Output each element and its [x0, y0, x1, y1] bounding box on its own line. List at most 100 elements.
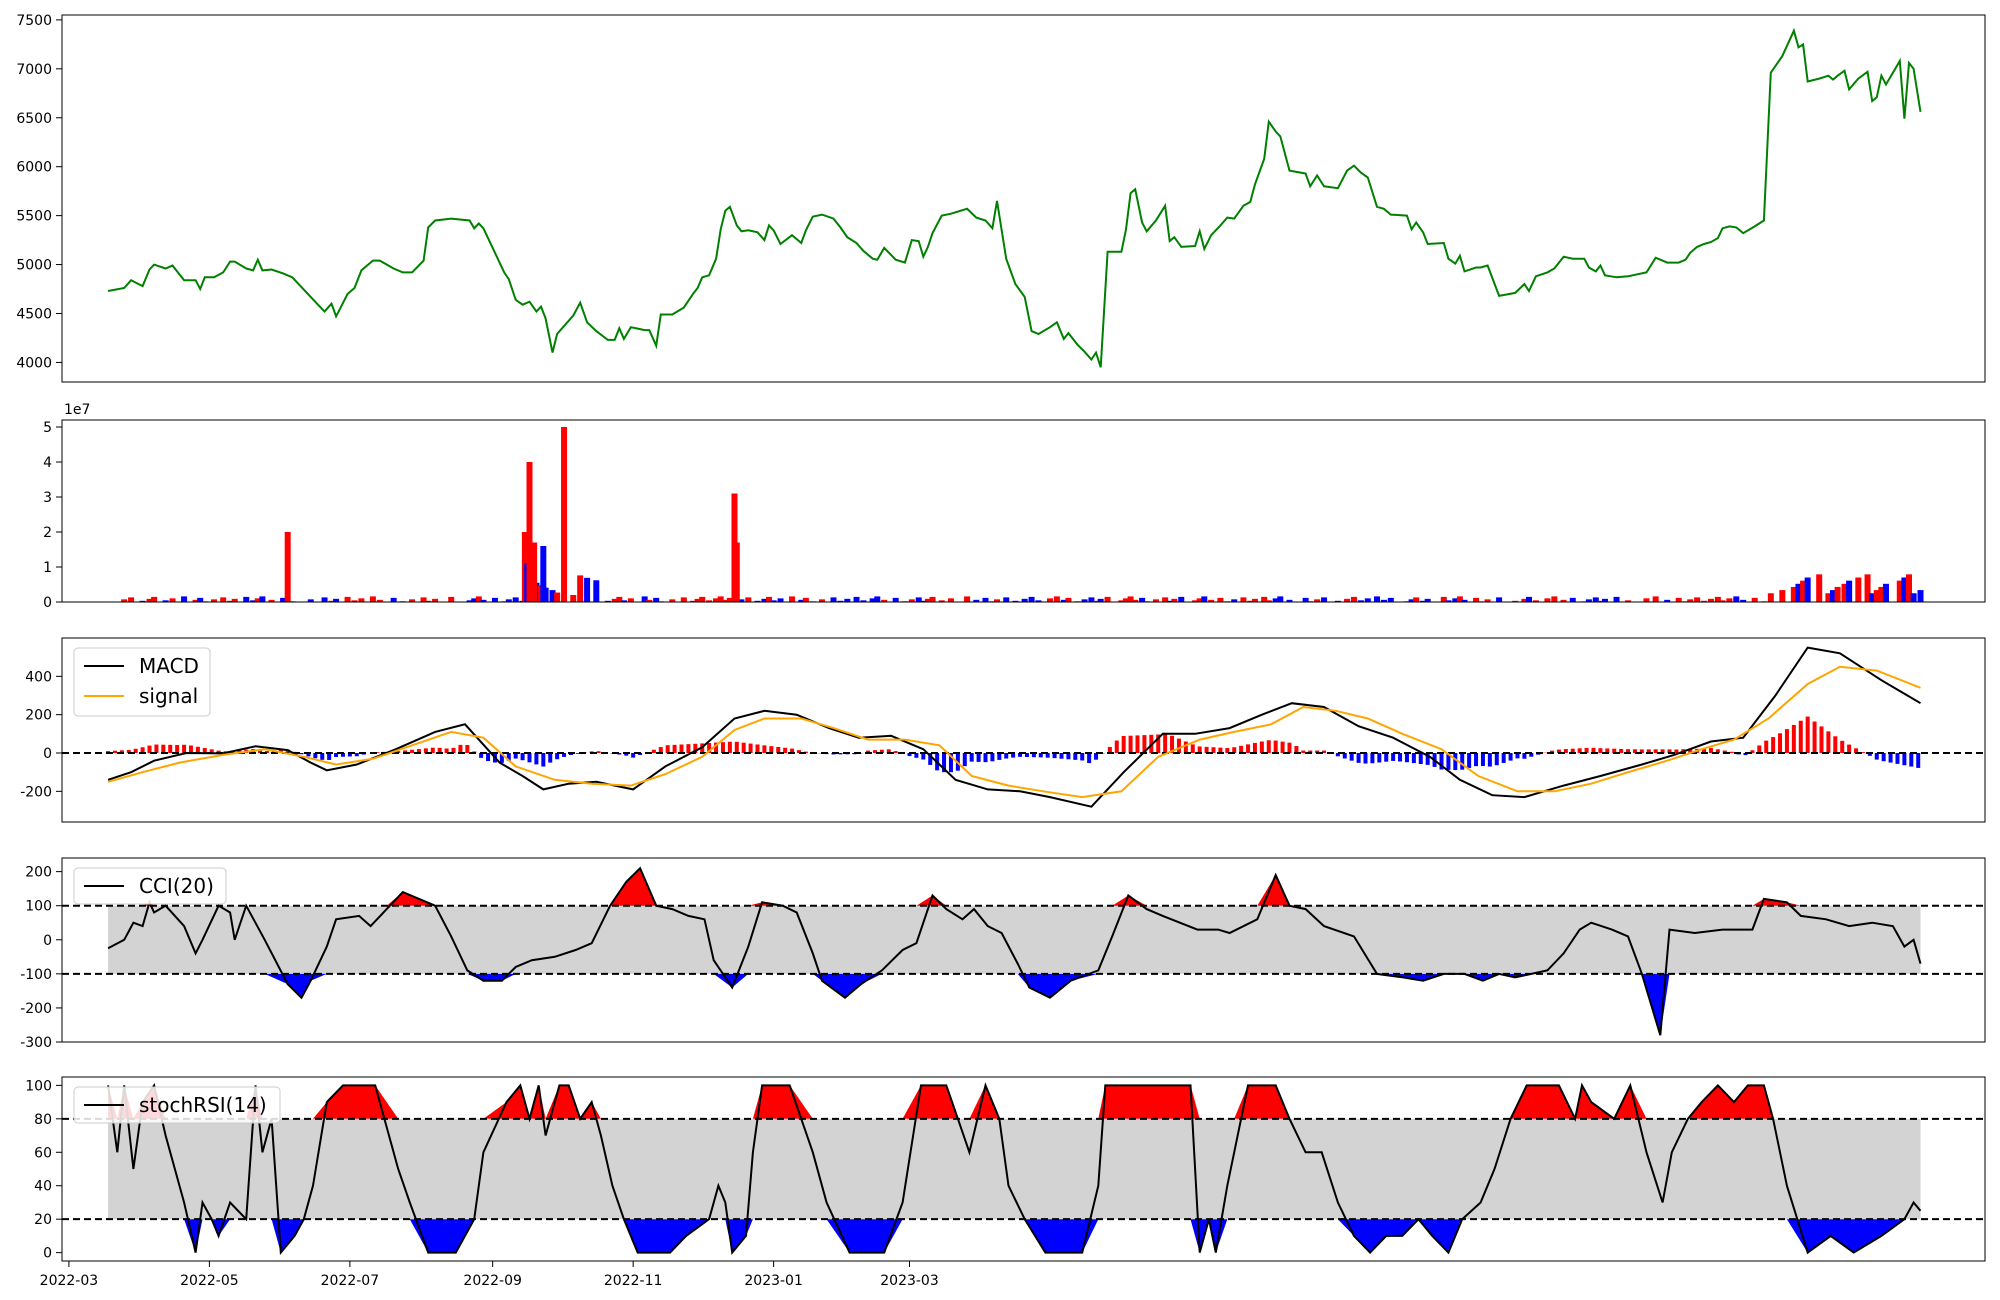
volume-bar — [409, 599, 416, 602]
volume-bar — [1864, 574, 1871, 602]
volume-bar — [390, 597, 397, 602]
macd-histogram-bar — [720, 742, 725, 753]
macd-histogram-bar — [202, 748, 207, 753]
macd-histogram-bar — [727, 741, 732, 753]
volume-bar — [1265, 600, 1272, 602]
macd-histogram-bar — [444, 748, 449, 753]
volume-bar — [915, 597, 922, 602]
volume-bars — [121, 427, 1924, 602]
macd-histogram-bar — [513, 753, 518, 759]
stochrsi-legend-box — [73, 1086, 281, 1124]
macd-histogram-bar — [1909, 753, 1914, 767]
macd-histogram-bar — [126, 749, 131, 753]
macd-histogram-bar — [1460, 753, 1465, 770]
volume-bar — [1231, 599, 1238, 602]
volume-bar — [620, 600, 627, 602]
macd-histogram-bar — [175, 745, 180, 753]
y-tick-label: -300 — [20, 1035, 52, 1051]
volume-bar — [1314, 599, 1321, 602]
volume-bar — [169, 598, 176, 602]
volume-bar — [1804, 577, 1811, 602]
volume-bar — [1344, 598, 1351, 602]
volume-bar — [754, 600, 761, 602]
volume-bar — [220, 597, 227, 602]
macd-histogram-bar — [1874, 753, 1879, 760]
volume-bar — [1569, 597, 1576, 602]
volume-bar — [369, 596, 376, 602]
volume-panel: 0 1 2 3 4 5 1e7 — [43, 402, 1986, 611]
volume-bar — [853, 596, 860, 602]
volume-bar — [210, 599, 217, 602]
volume-offset-text: 1e7 — [64, 402, 90, 418]
volume-bar — [1374, 596, 1381, 602]
volume-bar — [874, 596, 881, 602]
macd-histogram-bar — [1508, 753, 1513, 761]
macd-histogram-bar — [1266, 740, 1271, 753]
volume-bar — [280, 597, 287, 602]
volume-bar — [1526, 596, 1533, 602]
macd-histogram-bar — [624, 753, 629, 756]
volume-bar — [982, 597, 989, 602]
volume-bar — [1461, 599, 1468, 602]
volume-bar — [1625, 600, 1632, 602]
price-panel: 4000 4500 5000 5500 6000 6500 7000 7500 — [16, 13, 1986, 383]
macd-histogram-bar — [1778, 733, 1783, 753]
volume-bar — [1440, 596, 1447, 602]
volume-bar — [669, 599, 676, 602]
macd-histogram-bar — [1418, 753, 1423, 764]
macd-histogram-bar — [1854, 748, 1859, 753]
macd-y-ticks: -200 0 200 400 — [20, 669, 62, 800]
macd-histogram-bar — [1833, 736, 1838, 753]
macd-histogram-bar — [520, 753, 525, 761]
volume-axes-frame — [61, 419, 1986, 603]
macd-histogram-bar — [686, 744, 691, 753]
volume-bar — [1261, 596, 1268, 602]
volume-bar — [1286, 599, 1293, 602]
macd-histogram-bar — [1674, 749, 1679, 753]
macd-histogram-bar — [416, 749, 421, 753]
volume-bar — [561, 427, 568, 602]
volume-bar — [1675, 597, 1682, 602]
macd-histogram-bar — [154, 744, 159, 753]
volume-bar — [1132, 599, 1139, 602]
volume-bar — [1192, 600, 1199, 602]
volume-bar — [1171, 598, 1178, 602]
volume-bar — [920, 600, 927, 602]
macd-histogram-bar — [1384, 753, 1389, 762]
volume-bar — [777, 598, 784, 602]
cci-y-ticks: -300 -200 -100 0 100 200 — [20, 865, 62, 1051]
macd-histogram-bar — [962, 753, 967, 767]
y-tick-label: 4 — [43, 455, 52, 471]
volume-bar — [1035, 600, 1042, 602]
volume-bar — [307, 599, 314, 602]
macd-histogram-bar — [1453, 753, 1458, 771]
x-tick-label: 2023-03 — [880, 1273, 939, 1289]
volume-bar — [1162, 597, 1169, 602]
macd-histogram-bar — [1094, 753, 1099, 760]
volume-bar — [1251, 598, 1258, 602]
macd-histogram-bar — [1487, 753, 1492, 767]
macd-histogram-bar — [1612, 748, 1617, 753]
volume-bar — [802, 597, 809, 602]
volume-bar — [1733, 596, 1740, 602]
y-tick-label: 2 — [43, 525, 52, 541]
y-tick-label: 100 — [25, 899, 52, 915]
overbought-fill — [108, 1085, 1921, 1119]
macd-histogram-bar — [1176, 738, 1181, 753]
macd-histogram-bar — [755, 744, 760, 753]
macd-histogram-bar — [1377, 753, 1382, 763]
volume-bar — [1028, 596, 1035, 602]
y-tick-label: 0 — [43, 595, 52, 611]
volume-bar — [733, 542, 740, 602]
volume-bar — [376, 599, 383, 602]
volume-bar — [1445, 600, 1452, 602]
macd-histogram-bar — [112, 750, 117, 753]
macd-histogram-bar — [1052, 753, 1057, 759]
volume-bar — [1021, 598, 1028, 602]
macd-histogram-bar — [423, 748, 428, 753]
macd-legend-label: MACD — [139, 654, 199, 678]
volume-bar — [512, 597, 519, 602]
volume-bar — [694, 598, 701, 602]
volume-bar — [1910, 593, 1917, 602]
volume-bar — [1122, 598, 1129, 602]
